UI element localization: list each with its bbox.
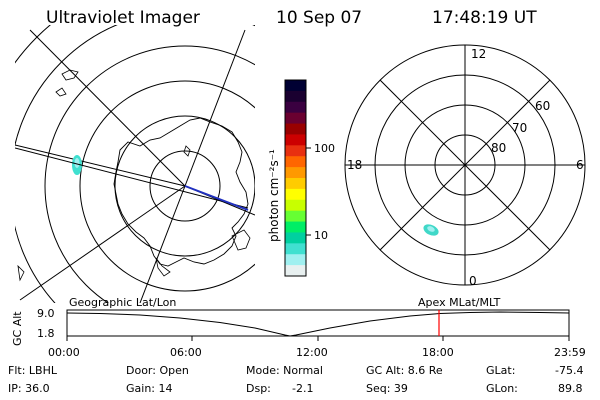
colorbar-cell — [285, 167, 306, 179]
glat-value: -75.4 — [555, 364, 584, 377]
mlt-diagonal — [379, 79, 551, 251]
terminator-line — [15, 147, 249, 209]
colorbar-cell — [285, 101, 306, 114]
lat-circle — [149, 150, 221, 222]
lat-label-80: 80 — [491, 141, 506, 155]
dsp-value: -2.1 — [292, 382, 314, 395]
x-tick-label: 23:59 — [554, 346, 586, 359]
filter-info: Flt: LBHL — [8, 364, 57, 377]
colorbar-cell — [285, 90, 306, 103]
meridian-line — [15, 144, 186, 187]
colorbar-frame — [284, 79, 307, 277]
geographic-map — [15, 25, 255, 303]
aurora-spot-core — [74, 158, 80, 168]
colorbar-cell — [285, 232, 306, 244]
date-label: 10 Sep 07 — [276, 8, 363, 28]
colorbar-cell — [285, 243, 306, 255]
sun-direction-line — [184, 185, 249, 211]
glon-label: GLon: — [486, 382, 518, 395]
x-tick-label: 12:00 — [296, 346, 328, 359]
meridian-line — [29, 29, 186, 187]
mlt-label-6: 6 — [576, 158, 584, 172]
timeline-right-title: Apex MLat/MLT — [418, 296, 501, 309]
magnetic-polar-plot — [344, 44, 586, 286]
colorbar-cell — [285, 254, 306, 266]
altitude-timeline: GC Alt — [11, 309, 570, 346]
mlt-label-0: 0 — [469, 274, 477, 288]
y-tick-9: 9.0 — [37, 307, 55, 320]
colorbar-cell — [285, 199, 306, 212]
colorbar-tick-10: 10 — [314, 229, 328, 242]
x-tick-label: 00:00 — [48, 346, 80, 359]
door-info: Door: Open — [126, 364, 189, 377]
colorbar-cell — [285, 112, 306, 125]
colorbar-cell — [285, 80, 306, 92]
colorbar-cell — [285, 123, 306, 135]
mlt-label-12: 12 — [471, 47, 486, 61]
glat-label: GLat: — [486, 364, 516, 377]
time-label: 17:48:19 UT — [432, 8, 537, 28]
x-tick-label: 18:00 — [422, 346, 454, 359]
seq-info: Seq: 39 — [366, 382, 408, 395]
colorbar-cell — [285, 156, 306, 168]
y-tick-1-8: 1.8 — [37, 327, 55, 340]
glon-value: 89.8 — [558, 382, 583, 395]
timeline-left-title: Geographic Lat/Lon — [69, 296, 177, 309]
mlt-label-18: 18 — [347, 158, 362, 172]
lat-circle — [44, 45, 255, 303]
timeline-y-label: GC Alt — [11, 311, 24, 346]
colorbar-tick-100: 100 — [314, 142, 335, 155]
x-tick-label: 06:00 — [170, 346, 202, 359]
dsp-label: Dsp: — [246, 382, 271, 395]
lat-label-70: 70 — [512, 121, 527, 135]
colorbar-cell — [285, 210, 306, 223]
colorbar-cell — [285, 178, 306, 190]
meridian-line — [184, 29, 246, 187]
lat-label-60: 60 — [535, 99, 550, 113]
timeline-frame — [66, 309, 570, 337]
continent-outline — [113, 117, 249, 267]
mode-info: Mode: Normal — [246, 364, 323, 377]
island-outline — [17, 69, 251, 282]
colorbar-cell — [285, 221, 306, 233]
aurora-spot-core — [427, 226, 435, 232]
lat-circle — [79, 80, 255, 292]
lat-circle — [114, 115, 255, 257]
gc-alt-info: GC Alt: 8.6 Re — [366, 364, 443, 377]
colorbar-cell — [285, 188, 306, 201]
colorbar-cell — [285, 265, 306, 277]
colorbar-cell — [285, 134, 306, 146]
colorbar-unit-label: photon cm⁻²s⁻¹ — [267, 149, 281, 242]
gain-info: Gain: 14 — [126, 382, 173, 395]
colorbar: 100 10 photon cm⁻²s⁻¹ — [267, 79, 335, 277]
ip-info: IP: 36.0 — [8, 382, 50, 395]
meridian-line — [139, 185, 186, 303]
colorbar-cell — [285, 145, 306, 157]
altitude-curve — [66, 311, 570, 337]
instrument-title: Ultraviolet Imager — [46, 8, 200, 28]
meridian-line — [19, 185, 186, 301]
